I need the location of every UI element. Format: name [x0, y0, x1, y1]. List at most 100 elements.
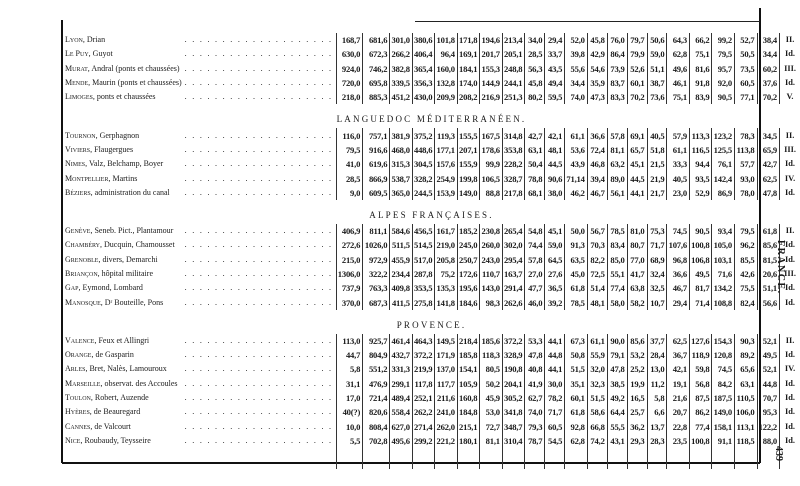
value-cell: 64,4 [606, 405, 628, 420]
table-row: Grenoble, divers, Demarchi . . . . . . . … [63, 252, 800, 267]
value-cell: 38,4 [756, 33, 780, 48]
value-cell: 19,9 [626, 376, 648, 391]
value-cell: 119,3 [434, 128, 458, 143]
class-cell: Id. [779, 238, 800, 253]
table-row: Cannes, de Valcourt . . . . . . . . . . .… [63, 419, 800, 434]
class-cell: Id. [779, 281, 800, 296]
section-title [63, 22, 800, 33]
class-cell: Id. [779, 47, 800, 62]
station-name: Briançon, hôpital militaire . . . . . . .… [63, 267, 336, 281]
value-cell: 157,6 [434, 157, 458, 172]
value-cell: 43,5 [544, 61, 565, 76]
station-place: Murat [65, 63, 88, 73]
section-title: LANGUEDOC MÉDITERRANÉEN. [336, 114, 527, 125]
station-observers: , Ducquin, Chamousset [100, 240, 175, 250]
value-cell: 34,4 [756, 47, 780, 62]
value-cell: 381,9 [389, 128, 413, 143]
value-cell: 207,1 [456, 142, 480, 158]
value-cell: 6,6 [646, 405, 667, 420]
value-cell: 122,2 [756, 419, 780, 434]
section-header: ALPES FRANÇAISES. [63, 200, 800, 224]
value-cell: 29,3 [626, 433, 648, 449]
value-cell: 11,2 [646, 376, 667, 391]
dot-leader: . . . . . . . . . . . . . . . . . . . . [184, 393, 333, 403]
value-cell: 262,0 [434, 419, 458, 434]
class-cell: Id. [779, 390, 800, 406]
value-cell: 74,2 [586, 433, 608, 449]
value-cell: 218,0 [335, 90, 363, 105]
value-cell: 916,6 [362, 142, 390, 158]
value-cell: 49,5 [756, 348, 780, 363]
value-cell: 10,7 [646, 295, 667, 310]
value-cell: 79,9 [626, 47, 648, 62]
table-row: Viviers, Flaugergues . . . . . . . . . . … [63, 142, 800, 158]
value-cell: 52,9 [688, 185, 712, 200]
table-row: Tournon, Gerphagnon . . . . . . . . . . .… [63, 128, 800, 143]
value-cell: 32,0 [586, 362, 608, 377]
value-cell: 57,8 [524, 252, 545, 267]
value-cell: 476,9 [362, 376, 390, 391]
value-cell: 143,0 [479, 281, 503, 296]
value-cell: 262,6 [501, 295, 525, 310]
value-cell: 17,0 [335, 390, 363, 406]
value-cell: 168,7 [335, 33, 363, 48]
value-cell: 36,2 [626, 419, 648, 434]
empty-cell [733, 448, 757, 470]
value-cell: 10,0 [335, 419, 363, 434]
value-cell: 45,8 [586, 33, 608, 48]
value-cell: 185,8 [456, 348, 480, 363]
value-cell: 44,5 [544, 157, 565, 172]
value-cell: 13,0 [646, 362, 667, 377]
value-cell: 36,6 [666, 266, 690, 282]
value-cell: 52,1 [756, 362, 780, 377]
value-cell: 328,7 [501, 171, 525, 186]
value-cell: 382,8 [389, 61, 413, 76]
value-cell: 35,1 [564, 376, 588, 391]
value-cell: 208,2 [456, 90, 480, 105]
value-cell: 53,3 [524, 333, 545, 349]
class-cell: II. [779, 223, 800, 239]
value-cell: 254,9 [434, 171, 458, 186]
station-name: Grenoble, divers, Demarchi . . . . . . . … [63, 253, 336, 267]
value-cell: 41,0 [335, 157, 363, 172]
station-name-line: Mende, Maurin (ponts et chaussées). . . … [65, 76, 336, 90]
value-cell: 78,5 [564, 295, 588, 310]
value-cell: 216,9 [479, 90, 503, 105]
station-name-line: Orange, de Gasparin . . . . . . . . . . .… [65, 348, 336, 362]
value-cell: 86,9 [711, 185, 735, 200]
value-cell: 228,2 [501, 157, 525, 172]
section-title: ALPES FRANÇAISES. [369, 209, 494, 220]
value-cell: 16,5 [626, 390, 648, 406]
value-cell: 73,5 [733, 61, 757, 76]
value-cell: 78,0 [733, 185, 757, 200]
value-cell: 100,8 [688, 433, 712, 449]
table-row: Chambéry, Ducquin, Chamousset . . . . . .… [63, 238, 800, 253]
value-cell: 51,1 [646, 61, 667, 76]
value-cell: 70,2 [756, 90, 780, 105]
value-cell: 99,9 [479, 157, 503, 172]
value-cell: 432,7 [389, 348, 413, 363]
value-cell: 71,14 [564, 171, 588, 186]
empty-cell [779, 448, 800, 470]
value-cell: 34,4 [564, 75, 588, 91]
table-row: Manosque, Dʳ Bouteille, Pons . . . . . . … [63, 295, 800, 310]
table-row: Gap, Eymond, Lombard . . . . . . . . . . … [63, 281, 800, 296]
value-cell: 39,4 [586, 171, 608, 186]
empty-cell [501, 448, 525, 470]
station-name-line: Gap, Eymond, Lombard . . . . . . . . . . … [65, 281, 336, 295]
value-cell: 155,3 [479, 61, 503, 76]
dot-leader: . . . . . . . . . . . . . . . . . . . . [184, 240, 333, 250]
value-cell: 248,8 [501, 61, 525, 76]
section-header: LANGUEDOC MÉDITERRANÉEN. [63, 104, 800, 128]
value-cell: 90,6 [544, 171, 565, 186]
value-cell: 59,0 [544, 238, 565, 253]
value-cell: 144,9 [479, 75, 503, 91]
value-cell: 218,4 [456, 333, 480, 349]
value-cell: 21,5 [646, 157, 667, 172]
value-cell: 78,3 [733, 128, 757, 143]
value-cell: 83,3 [606, 90, 628, 105]
value-cell: 489,4 [389, 390, 413, 406]
value-cell: 110,7 [479, 266, 503, 282]
value-cell: 409,8 [389, 281, 413, 296]
value-cell: 185,6 [479, 333, 503, 349]
